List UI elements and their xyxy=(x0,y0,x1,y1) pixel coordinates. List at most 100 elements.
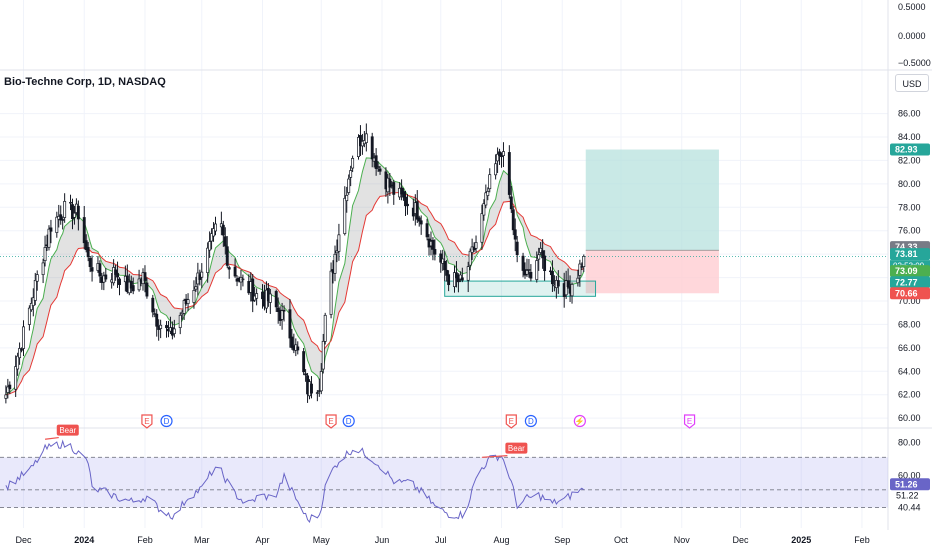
candle-body xyxy=(335,250,339,254)
candle-body xyxy=(392,182,396,195)
candle-body xyxy=(511,209,515,231)
candle-body xyxy=(268,293,272,303)
candle-body xyxy=(535,260,539,280)
candle-body xyxy=(27,307,31,325)
earnings-marker[interactable]: E xyxy=(325,414,337,429)
dividend-marker[interactable]: D xyxy=(524,414,537,428)
candle-body xyxy=(69,201,72,204)
candles xyxy=(4,123,586,404)
time-tick-label: Jul xyxy=(435,535,447,545)
candle-body xyxy=(370,136,374,160)
candle-body xyxy=(4,394,8,399)
candle-body xyxy=(466,266,470,281)
top-pane-tick-label: 0.5000 xyxy=(898,2,926,12)
candle-body xyxy=(388,178,392,188)
candle-body xyxy=(274,291,278,308)
dividend-marker[interactable]: D xyxy=(342,414,355,428)
candle-body xyxy=(515,241,519,256)
rsi-tick-label: 80.00 xyxy=(898,438,921,448)
candle-body xyxy=(376,166,380,168)
price-tick-label: 84.00 xyxy=(898,132,921,142)
candle-body xyxy=(90,267,94,272)
candle-body xyxy=(159,324,163,329)
candle-body xyxy=(186,299,190,304)
time-tick-label: Mar xyxy=(194,535,210,545)
fast-ma-tag-bg xyxy=(890,265,930,278)
candle-body xyxy=(212,228,215,237)
candle-body xyxy=(564,280,568,296)
candle-body xyxy=(415,201,419,220)
time-tick-label: 2024 xyxy=(74,535,94,545)
candle-body xyxy=(304,373,308,376)
candle-body xyxy=(227,267,231,270)
chart-title: Bio-Techne Corp, 1D, NASDAQ xyxy=(4,76,166,88)
candle-body xyxy=(570,283,574,297)
time-tick-label: Dec xyxy=(732,535,749,545)
candle-body xyxy=(343,197,347,234)
candle-body xyxy=(402,191,406,198)
earnings-marker[interactable]: E xyxy=(141,414,153,429)
slow-ma-tag-bg xyxy=(890,276,930,289)
top-indicator-pane: 0.5000 0.0000 −0.5000 xyxy=(898,2,931,68)
fast-ma-line xyxy=(5,157,585,396)
candle-body xyxy=(453,272,456,287)
candle-body xyxy=(43,247,47,261)
candle-body xyxy=(261,291,264,300)
candle-body xyxy=(310,383,313,394)
candle-body xyxy=(63,201,67,218)
candle-body xyxy=(31,297,35,306)
slow-ma-tag: 72.77 xyxy=(895,277,918,287)
price-tick-label: 60.00 xyxy=(898,413,921,423)
event-markers[interactable]: E D E D E D ⚡ E xyxy=(141,414,696,429)
candle-body xyxy=(529,271,533,279)
candle-body xyxy=(131,285,135,292)
split-marker[interactable]: ⚡ xyxy=(573,414,586,428)
candle-body xyxy=(337,234,341,252)
candle-body xyxy=(400,187,404,195)
rsi-pane: Bear Bear xyxy=(0,424,888,524)
price-tags: 82.9374.3373.8102:53:0973.0972.7770.6651… xyxy=(890,143,930,500)
candle-body xyxy=(8,384,12,390)
time-tick-label: Feb xyxy=(137,535,153,545)
candle-body xyxy=(433,249,437,255)
time-tick-label: Jun xyxy=(375,535,390,545)
candle-body xyxy=(543,255,547,272)
candle-body xyxy=(214,223,217,232)
candle-body xyxy=(114,269,118,275)
earnings-marker[interactable]: E xyxy=(505,414,517,429)
candle-body xyxy=(474,242,478,249)
candle-body xyxy=(41,262,45,276)
candle-body xyxy=(282,309,286,312)
candle-body xyxy=(468,250,472,266)
target-price-tag: 82.93 xyxy=(895,145,918,155)
dividend-marker[interactable]: D xyxy=(160,414,173,428)
candle-body xyxy=(482,203,486,216)
future-earnings-marker[interactable]: E xyxy=(683,414,696,429)
price-tick-label: 66.00 xyxy=(898,343,921,353)
time-tick-label: Nov xyxy=(674,535,691,545)
candle-body xyxy=(347,178,351,193)
candle-body xyxy=(556,280,560,287)
dividend-marker-shape xyxy=(524,414,537,428)
candle-body xyxy=(61,219,65,221)
candle-body xyxy=(280,310,284,320)
candle-body xyxy=(145,282,149,297)
candle-body xyxy=(445,269,449,276)
candle-body xyxy=(460,277,464,281)
currency-button[interactable]: USD xyxy=(895,74,929,92)
candle-body xyxy=(55,216,59,233)
candle-body xyxy=(29,303,33,311)
candle-body xyxy=(417,217,421,222)
dividend-marker-label: D xyxy=(346,417,352,426)
candle-body xyxy=(484,192,488,206)
candle-body xyxy=(33,280,37,301)
candle-body xyxy=(498,151,501,157)
candle-body xyxy=(290,336,294,348)
candle-body xyxy=(486,191,490,196)
candle-body xyxy=(47,228,51,248)
candle-body xyxy=(225,246,229,266)
candle-body xyxy=(404,196,407,207)
candle-body xyxy=(118,278,121,285)
time-tick-label: Oct xyxy=(614,535,629,545)
candle-body xyxy=(321,340,325,370)
